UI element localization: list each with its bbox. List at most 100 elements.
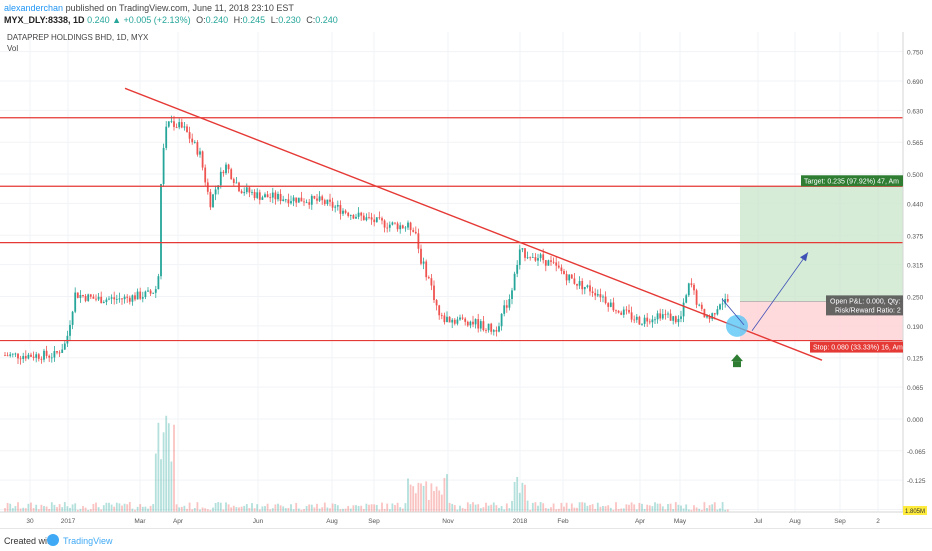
volume-bar xyxy=(485,502,487,512)
volume-axis-tag xyxy=(903,506,927,515)
volume-bar xyxy=(555,509,558,512)
volume-bar xyxy=(544,508,547,512)
candle-body xyxy=(131,295,134,302)
volume-bar xyxy=(251,503,253,512)
volume-bar xyxy=(121,505,123,512)
candle-body xyxy=(563,271,565,275)
volume-bar xyxy=(118,503,121,512)
volume-bar xyxy=(427,499,430,512)
candle-body xyxy=(407,222,409,228)
candle-body xyxy=(271,192,274,198)
volume-bar xyxy=(589,504,591,512)
candle-body xyxy=(607,303,610,307)
volume-bar xyxy=(170,461,173,512)
volume-bar xyxy=(40,504,43,512)
candle-body xyxy=(128,297,131,302)
volume-bar xyxy=(102,505,105,512)
candle-body xyxy=(433,285,435,301)
candle-body xyxy=(656,313,659,320)
candle-body xyxy=(573,278,576,284)
price-axis[interactable]: 0.750 0.690 0.630 0.565 0.500 0.440 0.375 0.315… xyxy=(902,32,932,528)
volume-bar xyxy=(472,502,474,512)
volume-bar xyxy=(425,481,428,512)
candle-body xyxy=(284,199,287,201)
volume-bar xyxy=(157,422,160,512)
candle-body xyxy=(544,260,547,266)
time-axis[interactable]: 30 2017 Mar Apr Jun Aug Sep Nov 2018 Feb Apr May Jul… xyxy=(0,511,903,525)
candle-body xyxy=(261,197,264,200)
target-label-box xyxy=(801,175,903,187)
volume-bar xyxy=(19,508,22,512)
candle-body xyxy=(674,316,677,323)
candle-body xyxy=(461,317,464,319)
candle-body xyxy=(308,202,311,205)
candle-body xyxy=(318,196,321,201)
volume-bar xyxy=(284,508,287,512)
volume-bar xyxy=(602,505,604,512)
candle-body xyxy=(342,210,344,214)
price-tick-label: 0.125 xyxy=(907,356,924,363)
volume-bar xyxy=(492,502,495,512)
candle-body xyxy=(560,267,563,272)
volume-bar xyxy=(612,509,615,512)
time-tick-label: 2018 xyxy=(513,518,528,525)
volume-bar xyxy=(511,500,513,512)
volume-bar xyxy=(446,474,448,512)
volume-bar xyxy=(698,508,701,512)
volume-bar xyxy=(199,509,201,512)
candle-body xyxy=(235,182,238,184)
volume-bar xyxy=(110,504,113,512)
candle-body xyxy=(638,316,641,325)
candle-body xyxy=(594,292,597,296)
volume-bar xyxy=(230,507,233,512)
time-tick-label: Nov xyxy=(442,518,454,525)
candle-body xyxy=(339,204,342,214)
candle-body xyxy=(716,309,719,315)
volume-bar xyxy=(370,504,373,512)
tradingview-logo-icon[interactable] xyxy=(47,534,59,546)
volume-bar xyxy=(95,502,97,512)
volume-bar xyxy=(568,508,571,512)
open-pl-text: Open P&L: 0.000, Qty: xyxy=(830,298,900,305)
trendline-group xyxy=(124,87,823,361)
candle-body xyxy=(118,298,121,300)
candle-body xyxy=(50,357,53,359)
volume-bar xyxy=(357,505,360,512)
volume-bar xyxy=(347,506,350,512)
candle-body xyxy=(485,330,487,331)
candle-body xyxy=(586,285,589,287)
volume-bar xyxy=(459,505,461,512)
price-tick-label: 0.690 xyxy=(907,79,924,86)
volume-bar xyxy=(503,509,506,512)
volume-bar xyxy=(609,507,612,512)
volume-bar xyxy=(469,504,472,512)
candle-body xyxy=(303,201,305,203)
candle-body xyxy=(448,316,451,323)
volume-bar xyxy=(131,508,134,512)
candle-body xyxy=(251,192,253,193)
price-chart[interactable]: 0.6150.4750.3600.1600.240 0.7500.6900.63… xyxy=(0,32,932,528)
volume-bar xyxy=(87,509,90,512)
tradingview-brand[interactable]: TradingView xyxy=(63,536,113,546)
candle-body xyxy=(144,291,147,298)
candle-body xyxy=(256,192,259,198)
candle-body xyxy=(53,351,56,358)
volume-bar xyxy=(433,491,435,512)
volume-bar xyxy=(674,502,677,512)
candle-body xyxy=(199,151,201,155)
volume-bar xyxy=(641,503,643,512)
publish-line: alexanderchan published on TradingView.c… xyxy=(4,3,294,14)
volume-bar xyxy=(394,505,396,512)
publish-info: published on TradingView.com, June 11, 2… xyxy=(65,3,294,13)
volume-bar xyxy=(498,507,500,512)
volume-bar xyxy=(693,505,695,512)
time-tick-label: Mar xyxy=(134,518,146,525)
candle-body xyxy=(295,197,298,203)
volume-bar xyxy=(71,504,74,512)
author-link[interactable]: alexanderchan xyxy=(4,3,64,13)
volume-bar xyxy=(407,478,409,512)
volume-bar xyxy=(82,506,84,512)
candle-body xyxy=(394,222,396,224)
volume-bar xyxy=(656,503,659,512)
volume-bar xyxy=(719,508,721,512)
